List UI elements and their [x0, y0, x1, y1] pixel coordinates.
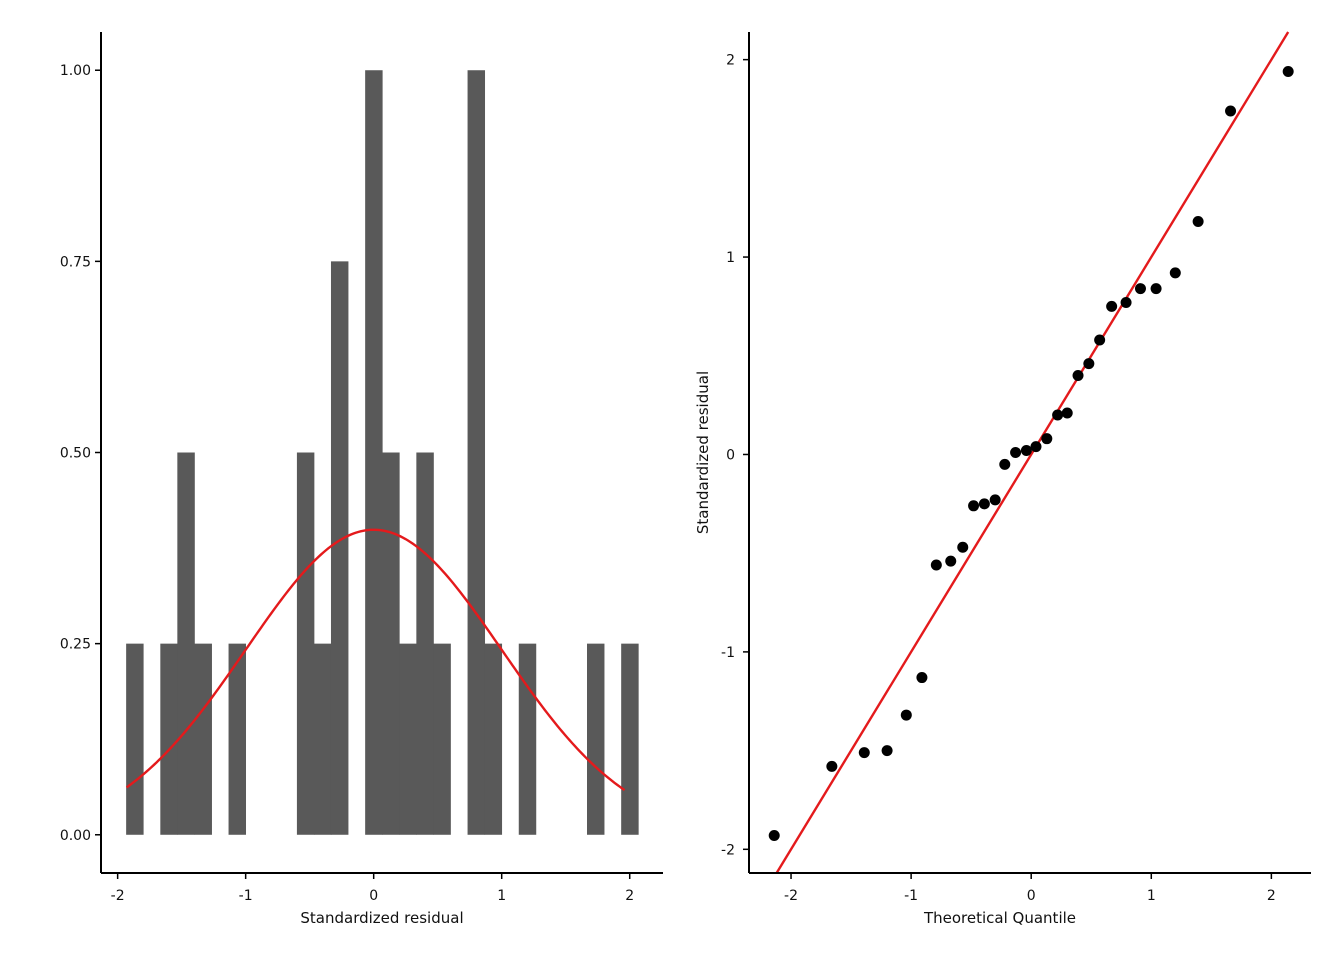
histogram-x-axis-title: Standardized residual	[300, 909, 463, 927]
histogram-bar	[365, 70, 383, 835]
histogram-panel: 0.00 0.25 0.50 0.75 1.00 -2 -1 0 1 2 Standardize…	[60, 32, 663, 927]
qq-point	[1061, 407, 1073, 419]
qq-point	[1150, 283, 1162, 295]
x-tick-label: 1	[497, 888, 506, 904]
qq-points	[768, 65, 1294, 841]
histogram-bar	[313, 643, 332, 835]
y-tick-label: 0	[726, 447, 735, 463]
qq-y-axis-title: Standardized residual	[694, 371, 712, 534]
qq-point	[900, 709, 912, 721]
qq-point	[999, 458, 1011, 470]
qq-x-axis-title: Theoretical Quantile	[923, 909, 1076, 927]
qq-point	[1106, 300, 1118, 312]
x-tick-label: 0	[1027, 888, 1036, 904]
histogram-bar	[399, 643, 417, 835]
y-tick-label: -2	[721, 842, 735, 858]
histogram-bar	[382, 452, 400, 835]
histogram-bar	[621, 643, 639, 835]
histogram-bar	[194, 643, 212, 835]
qq-point	[1134, 283, 1146, 295]
qq-point	[1030, 441, 1042, 453]
x-tick-label: 2	[1267, 888, 1276, 904]
qq-point	[1094, 334, 1106, 346]
x-tick-label: 0	[369, 888, 378, 904]
qq-point	[881, 745, 893, 757]
qq-point	[930, 559, 942, 571]
histogram-bar	[416, 452, 434, 835]
histogram-x-ticks: -2 -1 0 1 2	[111, 873, 634, 904]
qq-point	[1020, 445, 1032, 457]
qq-point	[1169, 267, 1181, 279]
qq-point	[957, 541, 969, 553]
histogram-bar	[587, 643, 605, 835]
x-tick-label: -2	[784, 888, 798, 904]
qq-point	[1282, 65, 1294, 77]
x-tick-label: 1	[1147, 888, 1156, 904]
qq-y-ticks: -2 -1 0 1 2	[721, 53, 749, 858]
qq-point	[945, 555, 957, 567]
y-tick-label: 0.00	[60, 828, 91, 844]
histogram-bar	[296, 452, 315, 835]
y-tick-label: 0.75	[60, 254, 91, 270]
y-tick-label: 1	[726, 250, 735, 266]
histogram-bar	[484, 643, 503, 835]
qq-point	[978, 498, 990, 510]
normal-density-curve	[125, 528, 626, 792]
x-tick-label: -1	[904, 888, 918, 904]
histogram-bar	[433, 643, 451, 835]
y-tick-label: 1.00	[60, 63, 91, 79]
histogram-bar	[228, 643, 247, 835]
qq-point	[1010, 447, 1022, 458]
qq-point	[1041, 433, 1053, 445]
qq-point	[858, 747, 870, 759]
histogram-bar	[177, 452, 195, 835]
qq-point	[1225, 105, 1237, 117]
qq-point	[768, 829, 780, 841]
x-tick-label: 2	[625, 888, 634, 904]
y-tick-label: 0.25	[60, 637, 91, 653]
histogram-bar	[126, 643, 144, 835]
y-tick-label: 2	[726, 53, 735, 69]
qq-point	[1120, 296, 1132, 308]
qq-reference-line	[775, 31, 1290, 874]
x-tick-label: -2	[111, 888, 125, 904]
histogram-bars	[126, 70, 639, 835]
qq-point	[826, 760, 838, 772]
qq-point	[989, 494, 1001, 506]
histogram-bar	[467, 70, 486, 835]
qq-x-ticks: -2 -1 0 1 2	[784, 873, 1276, 904]
qq-point	[1072, 370, 1084, 382]
y-tick-label: -1	[721, 645, 735, 661]
histogram-bar	[330, 261, 349, 835]
y-tick-label: 0.50	[60, 446, 91, 462]
qq-point	[1083, 358, 1095, 370]
histogram-bar	[160, 643, 178, 835]
qq-point	[916, 672, 928, 684]
qq-point	[968, 500, 980, 512]
qq-point	[1052, 409, 1064, 421]
qq-point	[1192, 216, 1204, 228]
histogram-y-ticks: 0.00 0.25 0.50 0.75 1.00	[60, 63, 101, 844]
x-tick-label: -1	[239, 888, 253, 904]
qq-plot-panel: -2 -1 0 1 2 -2 -1 0 1 2 Theoretical Quantile Sta…	[694, 31, 1311, 927]
histogram-bar	[518, 643, 537, 835]
